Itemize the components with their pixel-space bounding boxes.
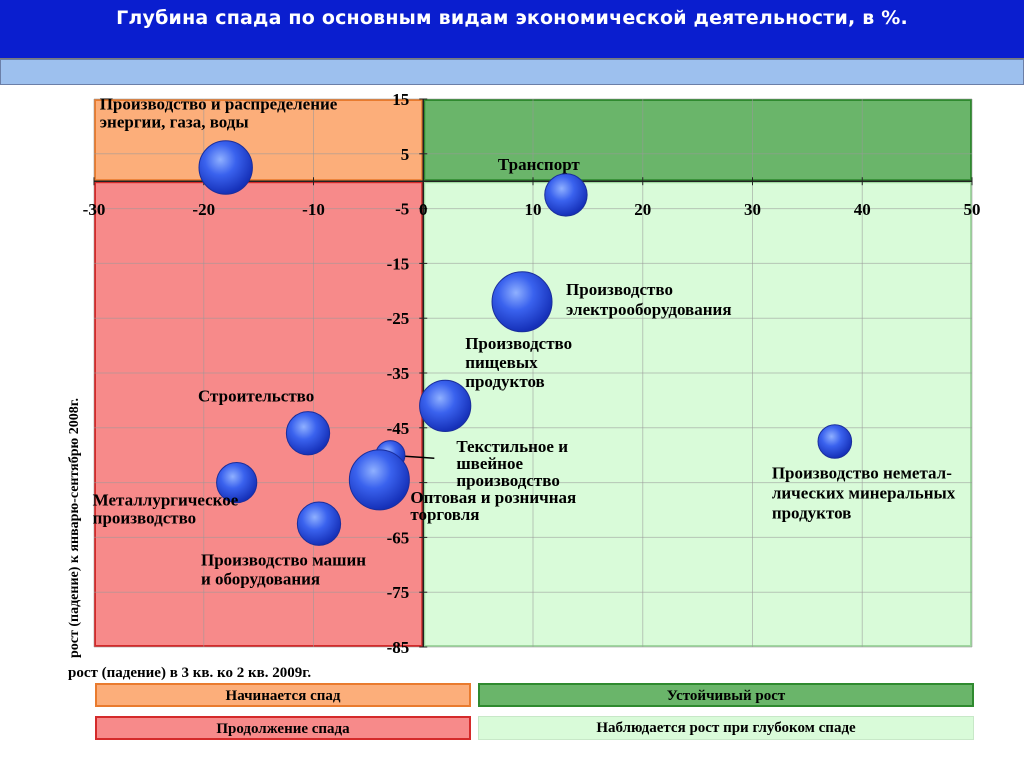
data-label: Строительство [198, 386, 314, 405]
bubble-point [544, 173, 588, 217]
quadrant-layer [94, 99, 972, 647]
quadrant-3 [94, 181, 424, 647]
y-tick-label: -45 [387, 419, 410, 438]
bubble-point [198, 140, 253, 195]
y-tick-label: -15 [387, 254, 410, 273]
y-tick-label: -75 [387, 583, 410, 602]
y-tick-label: -5 [395, 200, 409, 219]
x-tick-label: 20 [634, 200, 651, 219]
x-tick-label: 30 [744, 200, 761, 219]
legend-stable-growth: Устойчивый рост [478, 683, 974, 707]
y-tick-label: -85 [387, 638, 410, 657]
y-tick-label: -65 [387, 528, 410, 547]
title-bar: Глубина спада по основным видам экономич… [0, 0, 1024, 59]
bubble-point [419, 379, 472, 432]
data-label: Производство электрооборудования [566, 280, 732, 319]
y-tick-label: -35 [387, 364, 410, 383]
x-tick-label: -10 [302, 200, 325, 219]
bubble-point [348, 449, 410, 511]
data-label: Оптовая и розничная торговля [410, 488, 576, 524]
y-tick-label: 5 [401, 145, 410, 164]
bubble-point [491, 271, 553, 333]
data-label: Транспорт [498, 155, 581, 174]
legend-continued-decline: Продолжение спада [95, 716, 471, 740]
x-tick-label: 0 [419, 200, 428, 219]
bubble-point [296, 501, 342, 546]
data-label: Текстильное и швейное производство [456, 437, 568, 490]
x-tick-label: 40 [854, 200, 871, 219]
x-tick-label: -20 [192, 200, 215, 219]
bubble-point [817, 424, 853, 459]
bubble-point [285, 411, 331, 456]
subtitle-bar [0, 59, 1024, 85]
bubble-layer [198, 140, 853, 546]
data-label: Металлургическое производство [93, 491, 239, 528]
page-title: Глубина спада по основным видам экономич… [116, 7, 908, 29]
y-tick-label: -25 [387, 309, 410, 328]
x-axis-label: рост (падение) в 3 кв. ко 2 кв. 2009г. [68, 665, 311, 681]
label-layer: Производство и распределение энергии, газ… [93, 95, 956, 589]
quadrant-2 [423, 99, 972, 182]
x-tick-label: 10 [525, 200, 542, 219]
data-label: Производство неметал-лических минеральны… [772, 464, 956, 523]
quadrant-1 [94, 99, 424, 182]
data-label: Производство пищевых продуктов [465, 334, 572, 391]
data-label: Производство и распределение энергии, газ… [100, 95, 338, 132]
data-label: Производство машин и оборудования [201, 551, 366, 589]
tick-layer: -30-20-1001020304050155-5-15-25-35-45-55… [83, 90, 981, 657]
bubble-point [216, 462, 258, 504]
y-axis-label: рост (падение) к январю-сентябрю 2008г. [67, 398, 82, 658]
y-tick-label: 15 [392, 90, 409, 109]
legend-starting-decline: Начинается спад [95, 683, 471, 707]
x-tick-label: 50 [964, 200, 981, 219]
legend-growth-after-deep-decline: Наблюдается рост при глубоком спаде [478, 716, 974, 740]
quadrant-4 [423, 181, 972, 647]
x-tick-label: -30 [83, 200, 106, 219]
